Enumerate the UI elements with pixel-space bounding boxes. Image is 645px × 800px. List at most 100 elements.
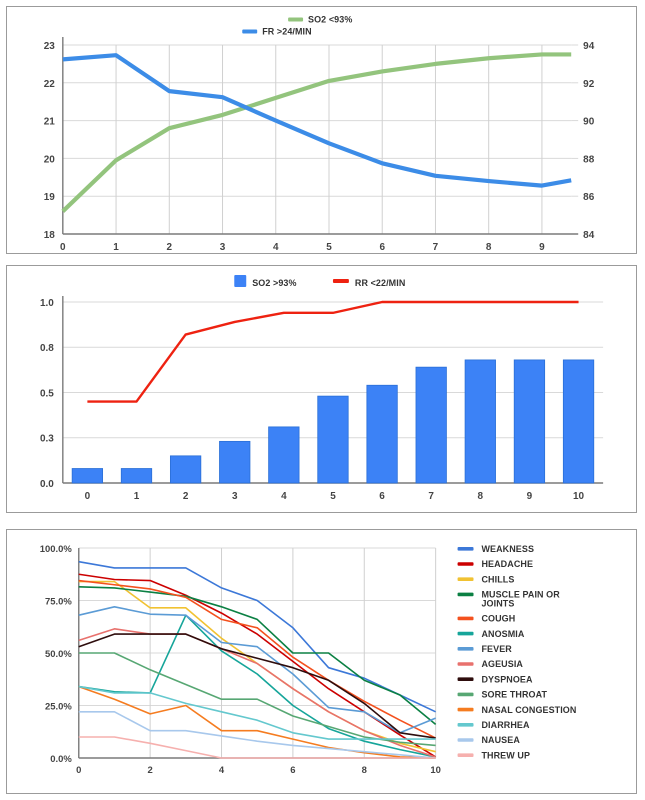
y-axis-tick: 0.0: [40, 479, 54, 490]
x-axis-tick: 1: [113, 242, 119, 253]
bar: [317, 395, 349, 484]
series-line-nasal-congestion: [78, 685, 436, 759]
y-axis-tick: 25.0%: [45, 701, 72, 712]
x-axis-tick: 10: [430, 765, 441, 776]
bar: [513, 359, 546, 484]
x-axis-tick: 3: [220, 242, 226, 253]
x-axis-tick: 0: [76, 765, 81, 776]
y-axis-left-tick: 20: [44, 154, 56, 165]
bar: [415, 366, 447, 484]
y-axis-tick: 0.0%: [50, 754, 72, 765]
x-axis-tick: 4: [273, 242, 279, 253]
legend-swatch: [457, 723, 474, 727]
x-axis-tick: 1: [134, 491, 140, 502]
legend-label: JOINTS: [481, 599, 514, 609]
series-line-threw-up: [78, 736, 436, 759]
legend-label: NASAL CONGESTION: [481, 705, 576, 715]
y-axis-left-tick: 22: [44, 79, 56, 90]
x-axis-tick: 10: [573, 491, 585, 502]
x-axis-tick: 6: [290, 765, 295, 776]
y-axis-tick: 75.0%: [45, 596, 72, 607]
series-line-diarrhea: [78, 685, 436, 740]
series-line-weakness: [78, 560, 436, 713]
series-line-rr: [87, 300, 579, 403]
bar: [120, 468, 153, 484]
y-axis-left-tick: 21: [44, 117, 56, 128]
legend-swatch: [457, 647, 474, 651]
chart-panel-bar-line: 0.0 0.3 0.5 0.8 1.0 0 1 2 3 4 5 6 7 8 9 10 SO2 >93% RR <2…: [6, 265, 637, 513]
x-axis-tick: 9: [539, 242, 545, 253]
x-axis-tick: 2: [167, 242, 173, 253]
legend-label: DYSPNOEA: [481, 674, 532, 684]
x-axis-tick: 9: [527, 491, 533, 502]
legend-label: FR >24/MIN: [262, 26, 312, 36]
x-axis-tick: 8: [478, 491, 484, 502]
legend-swatch: [288, 17, 304, 22]
legend-swatch: [457, 662, 474, 666]
chart-panel-dual-axis: 18 19 20 21 22 23 84 86 88 90 92 94 0 1 2 3 4 5 6 7 8 9 SO2 <9…: [6, 6, 637, 254]
series-line-muscle-pain-or-joints: [78, 586, 437, 726]
legend-label: DIARRHEA: [481, 720, 529, 730]
x-axis-tick: 8: [486, 242, 492, 253]
bar: [464, 359, 496, 484]
x-axis-tick: 3: [232, 491, 238, 502]
x-axis-tick: 7: [428, 491, 434, 502]
legend-label: FEVER: [481, 644, 512, 654]
y-axis-left-tick: 18: [44, 230, 56, 241]
legend-swatch: [242, 29, 258, 34]
chart-legend: SO2 >93% RR <22/MIN: [234, 275, 405, 288]
y-axis-right-tick: 88: [583, 154, 595, 165]
bar: [366, 384, 398, 484]
legend-swatch: [457, 616, 474, 621]
bar: [268, 426, 300, 484]
x-axis-tick: 5: [326, 242, 332, 253]
legend-label: AGEUSIA: [481, 659, 523, 669]
legend-label: RR <22/MIN: [355, 278, 406, 288]
legend-label: THREW UP: [481, 750, 530, 760]
legend-swatch: [457, 738, 474, 742]
legend-label: SO2 <93%: [308, 14, 352, 24]
chart-legend: WEAKNESS HEADACHE CHILLS MUSCLE PAIN ORJOIN…: [457, 544, 576, 760]
bar-line-chart: 0.0 0.3 0.5 0.8 1.0 0 1 2 3 4 5 6 7 8 9 10 SO2 >93% RR <2…: [40, 275, 604, 502]
x-axis-tick: 4: [281, 491, 287, 502]
legend-label: COUGH: [481, 614, 515, 624]
x-axis-tick: 2: [148, 765, 153, 776]
y-axis-right-tick: 94: [583, 41, 595, 52]
legend-label: SORE THROAT: [481, 690, 547, 700]
x-axis-tick: 4: [219, 765, 225, 776]
bar: [169, 455, 202, 484]
y-axis-left-tick: 23: [44, 41, 56, 52]
y-axis-right-tick: 92: [583, 79, 595, 90]
series-line-so2-93-: [61, 52, 572, 213]
legend-swatch: [457, 692, 474, 697]
bar: [562, 359, 595, 484]
y-axis-tick: 1.0: [40, 298, 54, 309]
legend-swatch: [457, 707, 474, 712]
legend-swatch: [457, 547, 474, 551]
x-axis-tick: 0: [85, 491, 91, 502]
legend-swatch: [457, 562, 474, 566]
y-axis-tick: 100.0%: [40, 544, 73, 555]
bar: [219, 440, 251, 484]
series-line-chills: [78, 580, 436, 753]
legend-swatch: [457, 592, 474, 597]
series-line-headache: [78, 573, 437, 758]
series-line-fever: [78, 606, 436, 734]
legend-swatch: [457, 677, 474, 681]
legend-label: HEADACHE: [481, 559, 533, 569]
legend-label: SO2 >93%: [252, 278, 296, 288]
y-axis-tick: 50.0%: [45, 649, 72, 660]
legend-label: WEAKNESS: [481, 544, 534, 554]
series-line-sore-throat: [78, 652, 436, 747]
series-line-ageusia: [78, 628, 436, 758]
legend-label: NAUSEA: [481, 735, 520, 745]
series-line-dyspnoea: [78, 633, 436, 739]
x-axis-tick: 6: [379, 242, 385, 253]
x-axis-tick: 8: [362, 765, 367, 776]
x-axis-tick: 2: [183, 491, 189, 502]
y-axis-tick: 0.5: [40, 388, 54, 399]
symptoms-line-chart: 0.0% 25.0% 50.0% 75.0% 100.0% 0 2 4 6 8 10 WEAKNESS…: [40, 544, 577, 776]
legend-swatch: [457, 577, 474, 581]
